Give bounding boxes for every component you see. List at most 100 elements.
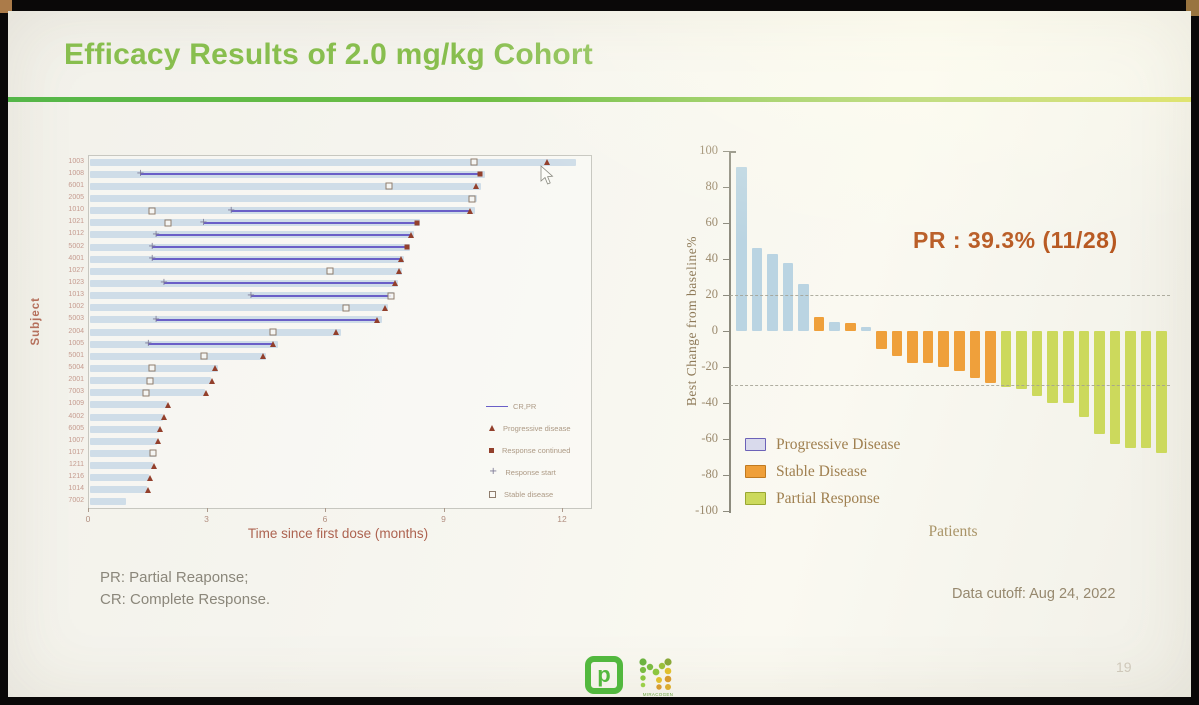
swimmer-subject-label: 5003 <box>68 315 84 323</box>
waterfall-bar-pr <box>1125 331 1136 448</box>
triangle-marker <box>161 414 167 420</box>
waterfall-legend: Progressive Disease Stable Disease Parti… <box>745 431 900 512</box>
response-start-marker: + <box>246 289 256 301</box>
swimmer-subject-label: 1005 <box>68 339 84 347</box>
open-square-marker <box>142 389 150 397</box>
swimmer-y-axis-title: Subject <box>30 297 42 346</box>
y-tick-label: 40 <box>705 251 719 265</box>
swimmer-subject-label: 1014 <box>68 485 84 493</box>
swimmer-subject-label: 7002 <box>68 497 84 505</box>
waterfall-bar-pd <box>860 327 872 331</box>
response-line-icon <box>486 405 508 407</box>
legend-item-crpr: CR,PR <box>486 395 596 417</box>
swimmer-subject-label: 5004 <box>68 363 84 371</box>
triangle-icon <box>489 425 495 431</box>
miracogen-m-logo <box>637 656 677 696</box>
page-number: 19 <box>1116 659 1132 675</box>
response-start-marker: + <box>147 253 157 265</box>
miracogen-logo-text: MIRACOGEN <box>642 692 674 697</box>
open-square-marker <box>146 377 154 385</box>
x-tick <box>206 508 208 512</box>
waterfall-bar-sd <box>813 316 825 331</box>
waterfall-bar-pr <box>1031 331 1043 396</box>
y-tick-label: -40 <box>701 395 718 409</box>
waterfall-bar-pr <box>1047 331 1058 403</box>
response-start-marker: + <box>151 228 161 240</box>
triangle-marker <box>374 316 381 323</box>
swimmer-subject-label: 5001 <box>68 351 84 359</box>
triangle-marker <box>398 256 405 263</box>
x-tick-label: 9 <box>441 514 446 524</box>
response-start-marker: + <box>199 216 208 228</box>
waterfall-bar-pd <box>829 322 840 331</box>
swimmer-duration-bar <box>90 425 160 433</box>
pr-rate-annotation: PR : 39.3% (11/28) <box>913 227 1118 253</box>
triangle-marker <box>208 377 215 384</box>
swimmer-y-axis-labels: 1003 1008 6001 2005 1010 1021 1012 5002 4001 1027… <box>44 11 84 697</box>
swimmer-duration-bar <box>90 195 478 202</box>
legend-item-response-start: + Response start <box>486 461 596 483</box>
swimmer-x-axis-title: Time since first dose (months) <box>247 526 429 541</box>
triangle-marker <box>332 329 339 335</box>
legend-label: CR,PR <box>513 401 537 411</box>
response-start-marker: + <box>144 338 153 350</box>
open-square-marker <box>326 267 334 275</box>
swimmer-duration-bar <box>90 413 164 421</box>
filled-square-marker <box>414 220 420 226</box>
swimmer-duration-bar <box>90 437 158 445</box>
filled-square-marker <box>477 171 483 177</box>
y-tick-label: 60 <box>705 215 719 229</box>
triangle-marker <box>202 389 209 396</box>
y-tick-label: 20 <box>705 287 719 301</box>
waterfall-bar-pr <box>1063 331 1074 403</box>
swimmer-subject-label: 1211 <box>68 461 84 468</box>
waterfall-bar-pd <box>782 262 794 331</box>
legend-label: Stable Disease <box>776 462 867 480</box>
swimmer-subject-label: 1012 <box>68 230 84 238</box>
response-duration-line <box>140 173 481 176</box>
swimmer-subject-label: 4001 <box>68 254 84 262</box>
page-title: Efficacy Results of 2.0 mg/kg Cohort <box>64 38 593 71</box>
triangle-marker <box>157 426 164 433</box>
waterfall-bar-pd <box>736 167 747 331</box>
waterfall-y-axis-line <box>729 151 731 513</box>
footnote-cr: CR: Complete Response. <box>100 591 271 608</box>
y-tick-label: -80 <box>701 467 718 481</box>
legend-item-progressive-disease: Progressive disease <box>486 417 596 439</box>
x-tick <box>325 508 326 512</box>
filled-square-icon <box>489 447 494 453</box>
legend-label: Response start <box>505 467 556 477</box>
swimmer-legend: CR,PR Progressive disease Response conti… <box>486 395 596 505</box>
response-start-marker: + <box>147 241 157 252</box>
legend-label: Partial Response <box>776 489 880 507</box>
swimmer-duration-bar <box>90 449 157 457</box>
open-square-marker <box>387 292 395 300</box>
triangle-marker <box>212 365 219 372</box>
company-p-logo: p <box>585 656 623 694</box>
swimmer-subject-label: 5002 <box>68 242 84 250</box>
waterfall-bar-pr <box>1078 331 1090 418</box>
swimmer-subject-label: 1216 <box>68 473 84 481</box>
waterfall-bar-sd <box>891 331 903 357</box>
legend-label: Progressive disease <box>503 423 571 433</box>
x-tick <box>88 508 89 512</box>
legend-item-stable-disease: Stable disease <box>486 483 596 505</box>
triangle-marker <box>155 438 162 445</box>
waterfall-bar-sd <box>907 331 918 364</box>
open-square-marker <box>149 449 157 457</box>
waterfall-y-axis-labels: 100 80 60 40 20 0 -20 -40 -60 -80 -100 <box>663 11 729 697</box>
waterfall-x-axis-title: Patients <box>928 523 978 540</box>
waterfall-bar-pd <box>767 253 778 331</box>
waterfall-bar-sd <box>954 331 965 371</box>
response-duration-line <box>164 282 396 285</box>
progressive-disease-swatch-icon <box>745 438 766 451</box>
legend-item-response-continued: Response continued <box>486 439 596 461</box>
photo-corner-top-left <box>0 0 12 13</box>
slide: Efficacy Results of 2.0 mg/kg Cohort Sub… <box>8 11 1191 697</box>
swimmer-subject-label: 1013 <box>68 291 84 299</box>
swimmer-duration-bar <box>90 267 403 275</box>
waterfall-bar-sd <box>938 331 949 367</box>
waterfall-bar-pd <box>798 284 809 331</box>
triangle-marker <box>165 401 171 408</box>
waterfall-bar-pr <box>1140 331 1152 448</box>
